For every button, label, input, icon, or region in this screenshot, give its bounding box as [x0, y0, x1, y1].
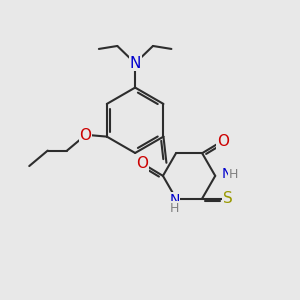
Text: H: H — [170, 202, 179, 214]
Text: O: O — [136, 157, 148, 172]
Text: O: O — [80, 128, 92, 142]
Text: N: N — [221, 167, 232, 182]
Text: O: O — [217, 134, 229, 149]
Text: H: H — [229, 168, 238, 181]
Text: S: S — [223, 191, 232, 206]
Text: N: N — [169, 193, 180, 207]
Text: N: N — [130, 56, 141, 71]
